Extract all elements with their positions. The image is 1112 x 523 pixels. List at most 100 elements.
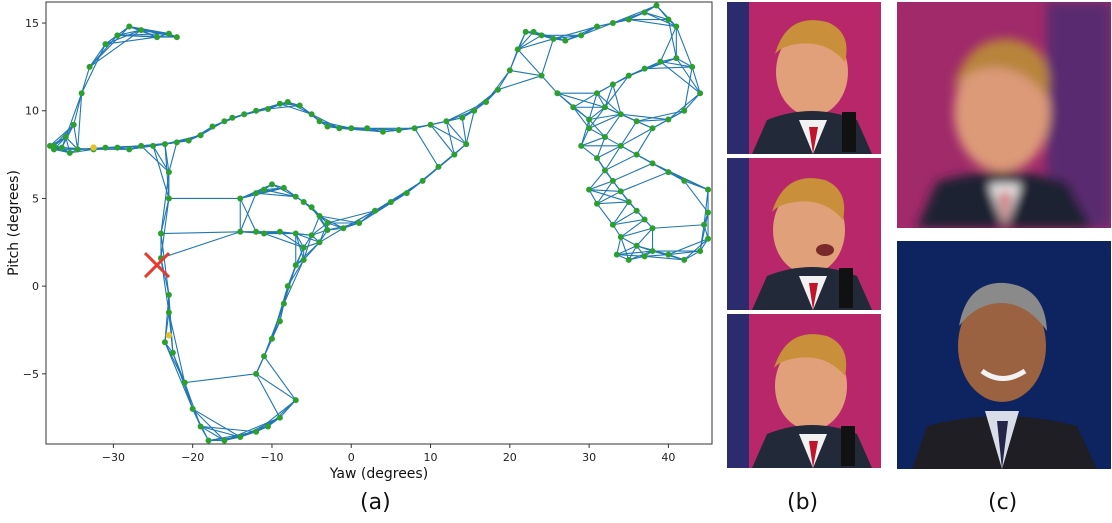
vertex-point <box>300 244 307 251</box>
vertex-point <box>324 220 331 226</box>
mesh-edge <box>263 355 297 401</box>
mesh-edge <box>517 38 554 50</box>
mesh-edge <box>89 26 130 68</box>
mesh-edge <box>255 373 297 401</box>
vertex-point <box>78 90 85 97</box>
mesh-edge <box>517 31 535 50</box>
mesh-edge <box>319 227 344 243</box>
vertex-point <box>276 414 283 421</box>
vertex-point <box>641 65 648 72</box>
vertex-point <box>459 114 466 121</box>
mesh-edge <box>200 425 241 438</box>
mesh-edge <box>616 245 637 256</box>
vertex-point <box>665 16 672 23</box>
mesh-edge <box>239 198 257 233</box>
vertex-point <box>601 167 608 174</box>
vertex-point <box>138 27 145 34</box>
y-tick-label: −5 <box>23 368 39 381</box>
mesh-edge <box>461 89 499 119</box>
mesh-edge <box>255 399 297 433</box>
mesh-edge <box>612 218 645 226</box>
vertex-point <box>673 23 680 30</box>
vertex-point <box>138 142 145 149</box>
vertex-point <box>411 125 418 132</box>
photo-b1 <box>727 2 881 154</box>
vertex-point <box>165 30 172 37</box>
mesh-edge <box>69 148 94 154</box>
vertex-point <box>157 230 164 237</box>
vertex-point <box>665 116 672 123</box>
mesh-edge <box>604 113 622 138</box>
mesh-edge <box>263 189 296 198</box>
mesh-edge <box>541 38 554 76</box>
vertex-point <box>586 125 593 132</box>
mesh-edge <box>588 119 606 138</box>
mesh-edge <box>256 192 296 198</box>
vertex-point <box>102 41 109 48</box>
vertex-point <box>594 155 601 162</box>
vertex-point <box>50 142 57 149</box>
vertex-point <box>649 248 656 255</box>
vertex-point <box>86 63 93 70</box>
mesh-edge <box>683 66 693 111</box>
mesh-edge <box>596 180 614 205</box>
vertex-point <box>58 144 65 151</box>
vertex-point <box>617 188 624 195</box>
mesh-edge <box>541 75 558 94</box>
mesh-edge <box>279 103 300 107</box>
mesh-edge <box>597 201 629 205</box>
mesh-edge <box>676 57 693 68</box>
mesh-edge <box>612 210 637 226</box>
vertex-point <box>316 212 323 219</box>
vertex-point <box>657 58 664 65</box>
mesh-edge <box>659 26 677 62</box>
vertex-point <box>165 309 172 316</box>
photo-c2 <box>897 241 1111 469</box>
vertex-point <box>594 90 601 97</box>
mesh-edge <box>445 121 455 155</box>
vertex-point <box>570 104 577 111</box>
mesh-edge <box>675 57 701 94</box>
vertex-point <box>554 90 561 97</box>
mesh-edge <box>644 255 685 261</box>
vertex-point <box>265 423 271 430</box>
vertex-point <box>126 146 133 153</box>
photo-c1 <box>897 2 1111 228</box>
vertex-point <box>617 142 624 149</box>
mesh-edge <box>255 356 265 375</box>
vertex-point <box>689 63 696 70</box>
mesh-edge <box>703 189 709 225</box>
y-tick-label: 0 <box>32 280 39 293</box>
mesh-edge <box>168 312 186 383</box>
vertex-point <box>427 121 434 128</box>
mesh-edge <box>105 29 142 45</box>
vertex-point <box>494 86 501 93</box>
x-tick-label: 20 <box>503 451 517 464</box>
vertex-point <box>419 177 426 184</box>
vertex-point <box>276 318 283 325</box>
mesh-edge <box>295 233 305 260</box>
vertex-point <box>324 123 331 130</box>
vertex-point <box>625 256 632 263</box>
y-tick-label: 15 <box>25 17 39 30</box>
mesh-edge <box>628 18 677 28</box>
mesh-edge <box>255 373 281 418</box>
mesh-edge <box>604 145 622 171</box>
mesh-edge <box>620 236 630 261</box>
vertex-point <box>435 163 442 170</box>
vertex-point <box>522 28 529 35</box>
vertex-point <box>316 239 323 246</box>
vertex-point <box>253 370 260 377</box>
mesh-edge <box>164 134 201 145</box>
mesh-edge <box>620 219 645 238</box>
vertex-point <box>705 209 712 216</box>
plot-axes <box>45 1 713 445</box>
delaunay-chart: −30 −20 −10 0 10 20 30 40 −5 0 5 10 15 Yaw (degrees… <box>6 1 713 482</box>
mesh-edge <box>517 31 527 50</box>
mesh-edge <box>652 162 709 191</box>
vertex-point <box>617 111 624 118</box>
mesh-edge <box>553 26 598 40</box>
mesh-edge <box>683 180 709 213</box>
vertex-point <box>701 221 708 228</box>
mesh-edge <box>652 224 705 229</box>
